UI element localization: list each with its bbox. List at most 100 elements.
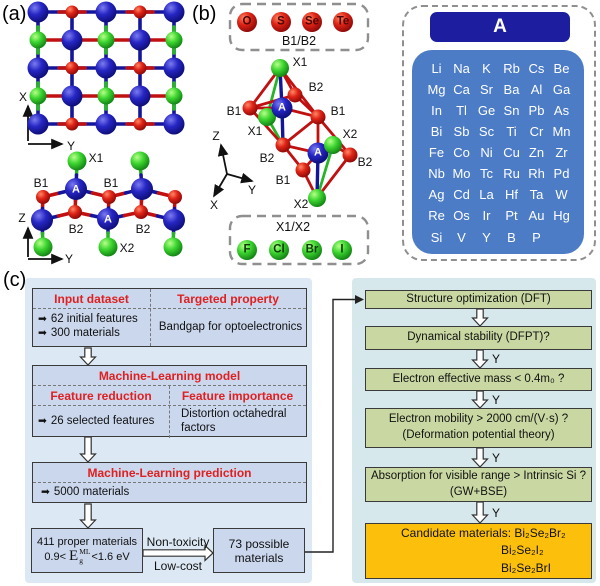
arrow-bullet-icon: ➡ — [38, 313, 47, 325]
step-electron-mobility: Electron mobility > 2000 cm/(V·s) ? (Def… — [365, 408, 592, 448]
element-symbol: V — [457, 229, 466, 245]
feature-importance-header: Feature importance — [181, 388, 294, 403]
element-symbol: Sb — [453, 124, 470, 140]
x-site-caption: X1/X2 — [275, 219, 311, 234]
octahedra-cluster — [242, 59, 358, 207]
element-symbol: Cr — [529, 124, 544, 140]
element-symbol: Pb — [528, 103, 545, 119]
input-dataset-box: Input dataset Targeted property ➡ 62 ini… — [32, 288, 307, 347]
b-site-caption: B1/B2 — [281, 33, 317, 48]
sphere-F — [237, 240, 257, 260]
site-label-a: A — [314, 146, 322, 159]
input-item-materials: ➡ 300 materials — [38, 327, 120, 339]
element-row: Fe Co Ni Cu Zn Zr — [424, 143, 574, 164]
element-symbol: Bi — [430, 124, 443, 140]
axis-z-label: Z — [18, 211, 26, 225]
candidate-materials-box: Candidate materials: Bi₂Se₂Br₂ Bi₂Se₂I₂ … — [365, 523, 592, 579]
site-label-x1: X1 — [292, 55, 308, 69]
arrow-bullet-icon: ➡ — [41, 486, 50, 498]
element-symbol: La — [479, 187, 494, 203]
element-symbol: Ni — [480, 145, 493, 161]
site-label-x2: X2 — [119, 241, 135, 255]
element-Se: Se — [304, 15, 320, 28]
element-symbol: Sc — [478, 124, 495, 140]
lattice-side-view — [31, 151, 185, 257]
element-symbol: Tl — [456, 103, 467, 119]
yes-label: Y — [491, 506, 501, 520]
element-symbol: Ba — [503, 82, 520, 98]
ml-model-box: Machine-Learning model Feature reduction… — [32, 365, 307, 438]
input-dataset-header: Input dataset — [54, 291, 129, 306]
element-symbol: Co — [453, 145, 470, 161]
element-row: Ag Cd La Hf Ta W — [424, 185, 574, 206]
element-row: Si V Y B P — [424, 228, 574, 249]
a-site-dashed-box — [402, 5, 596, 261]
element-symbol: K — [482, 61, 491, 76]
bandgap-criterion: 0.9< E ML g <1.6 eV — [44, 546, 130, 565]
element-symbol: Hf — [505, 187, 518, 203]
element-row: Nb Mo Tc Ru Rh Pd — [424, 164, 574, 185]
element-symbol: Ga — [552, 82, 571, 98]
a-elements-grid: Li Na K Rb Cs Be Mg Ca Sr Ba Al Ga In Tl Ge Sn Pb As Bi Sb S… — [412, 50, 584, 254]
site-label-b1: B1 — [103, 176, 119, 190]
element-symbol: Au — [528, 208, 545, 224]
sphere-Cl — [269, 240, 289, 260]
element-symbol: Ge — [477, 103, 496, 119]
element-symbol: Na — [453, 61, 470, 76]
element-symbol: Hg — [553, 208, 570, 224]
step-effective-mass: Electron effective mass < 0.4m₀ ? — [365, 368, 592, 391]
site-label-b2: B2 — [135, 222, 151, 236]
axis-z-label: Z — [212, 129, 220, 143]
element-symbol: Re — [428, 208, 445, 224]
element-row: Bi Sb Sc Ti Cr Mn — [424, 122, 574, 143]
sphere-Br — [302, 240, 322, 260]
element-symbol: Os — [453, 208, 470, 224]
feature-reduction-header: Feature reduction — [50, 388, 152, 403]
axis-x-label: X — [18, 90, 28, 104]
element-symbol: Zn — [528, 145, 545, 161]
x-site-legend-box — [228, 214, 370, 266]
element-symbol: Al — [530, 82, 543, 98]
element-symbol: Rh — [528, 166, 545, 182]
element-symbol: Cu — [503, 145, 520, 161]
element-symbol: Sr — [480, 82, 493, 98]
site-label-a: A — [104, 213, 112, 226]
axis-x-label: X — [209, 198, 219, 212]
element-symbol: Fe — [428, 145, 445, 161]
step-structure-optimization: Structure optimization (DFT) — [365, 290, 592, 309]
sphere-I — [332, 240, 352, 260]
site-label-a: A — [278, 101, 286, 114]
model-item-features: ➡ 26 selected features — [38, 414, 155, 427]
panel-b-label: (b) — [192, 3, 217, 25]
element-symbol: P — [532, 229, 541, 245]
ml-prediction-title: Machine-Learning prediction — [33, 463, 306, 483]
element-symbol: Cs — [528, 61, 545, 76]
element-symbol: Cd — [453, 187, 470, 203]
element-symbol: Mo — [452, 166, 471, 182]
lattice-top-view — [27, 1, 185, 135]
site-label-b1: B1 — [330, 104, 346, 118]
element-symbol: Y — [482, 229, 491, 245]
element-O: O — [242, 15, 252, 28]
element-Cl: Cl — [273, 243, 285, 256]
element-symbol: In — [431, 103, 442, 119]
yes-label: Y — [491, 451, 501, 465]
arrow-bullet-icon: ➡ — [38, 414, 47, 427]
non-toxicity-label: Non-toxicity — [146, 535, 210, 549]
axis-y-label: Y — [247, 183, 257, 197]
axis-y-label: Y — [64, 252, 74, 266]
site-label-b1: B1 — [33, 176, 49, 190]
element-symbol: Si — [430, 229, 443, 245]
site-label-b2: B2 — [68, 222, 84, 236]
element-Br: Br — [305, 243, 319, 256]
element-row: In Tl Ge Sn Pb As — [424, 101, 574, 122]
element-symbol: Ta — [529, 187, 544, 203]
element-I: I — [340, 243, 344, 256]
element-symbol: B — [507, 229, 516, 245]
element-symbol: As — [553, 103, 570, 119]
element-symbol: Zr — [555, 145, 568, 161]
targeted-property-header: Targeted property — [177, 291, 279, 306]
element-symbol: Be — [553, 61, 570, 76]
flow-connector — [305, 295, 364, 553]
